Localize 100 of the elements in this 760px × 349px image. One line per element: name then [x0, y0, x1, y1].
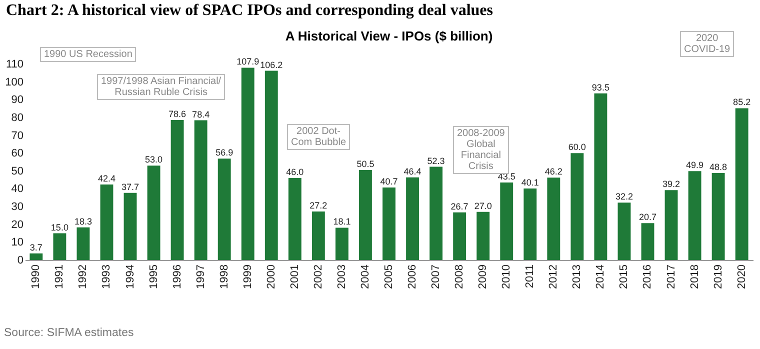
bar	[453, 212, 466, 260]
annotation: 2008-2009 Global Financial Crisis	[457, 128, 505, 172]
bar	[547, 178, 560, 260]
x-tick-label: 2001	[288, 264, 301, 289]
data-label: 48.8	[710, 162, 728, 172]
y-tick-label: 100	[5, 76, 24, 88]
x-tick-label: 2003	[336, 264, 348, 289]
bar	[241, 68, 254, 260]
x-tick-label: 2013	[571, 264, 584, 289]
y-tick-label: 70	[11, 130, 24, 142]
x-tick-label: 2020	[736, 264, 748, 289]
bar	[594, 93, 608, 260]
bar	[30, 253, 43, 260]
x-tick-label: 1991	[54, 264, 66, 289]
y-tick-label: 80	[11, 112, 24, 124]
y-tick-label: 90	[11, 94, 24, 106]
data-label: 52.3	[427, 156, 445, 166]
data-label: 32.2	[615, 192, 633, 202]
annotation: 2002 Dot- Com Bubble	[287, 124, 350, 150]
bar	[570, 153, 584, 260]
x-tick-label: 2010	[500, 264, 513, 289]
y-tick-label: 110	[6, 58, 24, 70]
data-label: 85.2	[733, 97, 751, 108]
x-tick-label: 2002	[312, 264, 324, 289]
x-tick-label: 1990	[30, 264, 42, 289]
x-tick-label: 2004	[359, 264, 372, 289]
x-tick-label: 1998	[218, 264, 230, 289]
x-tick-label: 1994	[124, 264, 136, 289]
data-label: 40.1	[521, 178, 539, 188]
bar	[53, 233, 66, 260]
x-tick-label: 1995	[148, 264, 160, 289]
data-label: 50.5	[356, 159, 374, 170]
x-tick-label: 2012	[548, 264, 560, 289]
y-tick-label: 30	[11, 201, 24, 214]
bar	[524, 188, 537, 260]
data-label: 106.2	[260, 60, 283, 70]
data-label: 42.4	[98, 173, 116, 184]
bar	[359, 170, 372, 260]
bar	[712, 173, 725, 260]
data-label: 46.2	[544, 166, 562, 177]
bar	[218, 158, 231, 260]
chart-subtitle: A Historical View - IPOs ($ billion)	[285, 28, 493, 44]
x-tick-label: 1993	[100, 264, 113, 289]
x-tick-label: 2015	[618, 264, 630, 289]
bar	[641, 223, 654, 260]
x-tick-label: 1996	[171, 264, 184, 289]
data-label: 46.0	[286, 167, 304, 178]
bar	[618, 202, 631, 260]
bar	[76, 227, 90, 260]
data-label: 27.2	[310, 200, 328, 211]
x-tick-label: 2006	[406, 264, 419, 289]
x-tick-label: 2009	[477, 264, 490, 289]
data-label: 107.9	[236, 56, 260, 67]
x-tick-label: 2007	[430, 264, 442, 289]
bar	[100, 184, 114, 260]
data-label: 53.0	[145, 154, 163, 165]
y-tick-label: 60	[11, 148, 24, 160]
x-tick-label: 1997	[194, 264, 207, 289]
bar	[170, 120, 184, 260]
bar	[288, 178, 302, 260]
data-label: 78.4	[192, 109, 210, 120]
data-label: 56.9	[216, 148, 234, 158]
bar	[735, 108, 748, 260]
data-label: 18.3	[74, 216, 92, 226]
data-label: 46.4	[404, 166, 422, 176]
bar	[124, 192, 137, 260]
x-tick-label: 2011	[524, 264, 536, 288]
x-tick-label: 2005	[383, 264, 395, 289]
y-tick-label: 0	[17, 254, 24, 266]
bar	[312, 212, 325, 260]
bar	[382, 187, 396, 260]
x-tick-label: 2008	[454, 264, 466, 289]
source-note: Source: SIFMA estimates	[4, 327, 134, 339]
data-label: 78.6	[168, 108, 186, 119]
bar	[688, 171, 702, 260]
data-label: 37.7	[121, 182, 140, 192]
data-label: 40.7	[380, 176, 398, 186]
x-tick-label: 2000	[265, 264, 278, 289]
text: 2020 COVID-19	[680, 31, 734, 57]
x-tick-label: 1999	[242, 264, 254, 289]
chart-title: Chart 2: A historical view of SPAC IPOs and corresponding deal values	[5, 1, 494, 21]
data-label: 18.1	[333, 216, 351, 227]
y-tick-label: 40	[11, 183, 24, 196]
bar	[264, 70, 278, 260]
data-label: 60.0	[568, 142, 586, 152]
bar	[194, 120, 208, 260]
data-label: 15.0	[50, 222, 68, 232]
bar	[430, 166, 443, 260]
data-label: 49.9	[686, 160, 704, 170]
data-label: 20.7	[638, 212, 657, 222]
bar	[664, 190, 678, 260]
bar	[500, 182, 514, 260]
bar	[476, 212, 490, 260]
bar	[335, 228, 348, 260]
x-tick-label: 2014	[594, 264, 607, 289]
data-label: 93.5	[592, 82, 610, 92]
x-tick-label: 2017	[665, 264, 678, 289]
x-tick-label: 2019	[712, 264, 724, 289]
y-tick-label: 50	[11, 165, 24, 178]
annotation: 1997/1998 Asian Financial/ Russian Ruble Crisis	[97, 74, 226, 100]
